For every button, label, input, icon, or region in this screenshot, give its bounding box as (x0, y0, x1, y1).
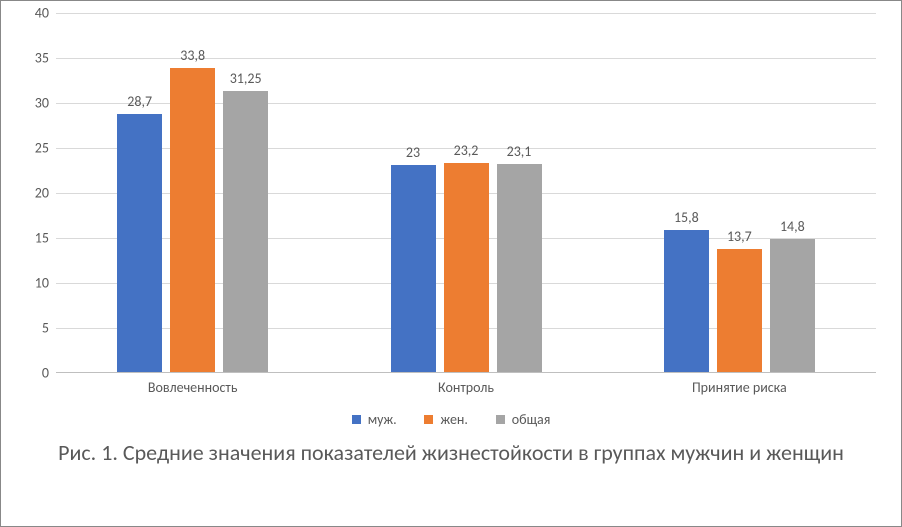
data-label: 13,7 (709, 228, 769, 245)
data-label: 31,25 (216, 70, 276, 87)
bar (664, 230, 709, 372)
bar (444, 163, 489, 372)
y-tick-label: 35 (9, 50, 49, 67)
data-label: 23,1 (489, 143, 549, 160)
legend-swatch-total (496, 415, 505, 424)
bars-layer: 28,7 33,8 31,25 2323,223,1 15,8 13,714,8 (56, 13, 876, 372)
y-tick-label: 20 (9, 185, 49, 202)
data-label: 23,2 (436, 142, 496, 159)
x-tick-label: Контроль (438, 379, 494, 396)
bar (497, 164, 542, 372)
data-label: 28,7 (110, 93, 170, 110)
legend-item-male: муж. (352, 410, 397, 428)
bar (170, 68, 215, 372)
legend-item-female: жен. (424, 410, 468, 428)
bar (391, 165, 436, 372)
bar (770, 239, 815, 372)
legend-label-male: муж. (368, 411, 397, 428)
legend-label-female: жен. (440, 411, 467, 428)
y-tick-label: 15 (9, 230, 49, 247)
y-tick-label: 10 (9, 275, 49, 292)
data-label: 33,8 (163, 47, 223, 64)
data-label: 15,8 (656, 209, 716, 226)
legend-swatch-female (424, 415, 433, 424)
x-tick-label: Принятие риска (692, 379, 787, 396)
bar (717, 249, 762, 372)
bar (117, 114, 162, 372)
chart-container: 28,7 33,8 31,25 2323,223,1 15,8 13,714,8 0 5 10… (0, 0, 902, 527)
y-tick-label: 40 (9, 5, 49, 22)
legend-label-total: общая (512, 411, 551, 428)
y-tick-label: 5 (9, 320, 49, 337)
plot-area: 28,7 33,8 31,25 2323,223,1 15,8 13,714,8 (56, 13, 876, 373)
figure-caption: Рис. 1. Средние значения показателей жиз… (41, 439, 861, 467)
y-tick-label: 30 (9, 95, 49, 112)
data-label: 14,8 (762, 218, 822, 235)
data-label: 23 (383, 144, 443, 161)
bar (223, 91, 268, 372)
legend-swatch-male (352, 415, 361, 424)
y-tick-label: 25 (9, 140, 49, 157)
legend-item-total: общая (496, 410, 551, 428)
x-tick-label: Вовлеченность (148, 379, 238, 396)
y-tick-label: 0 (9, 365, 49, 382)
legend: муж. жен. общая (1, 409, 901, 428)
